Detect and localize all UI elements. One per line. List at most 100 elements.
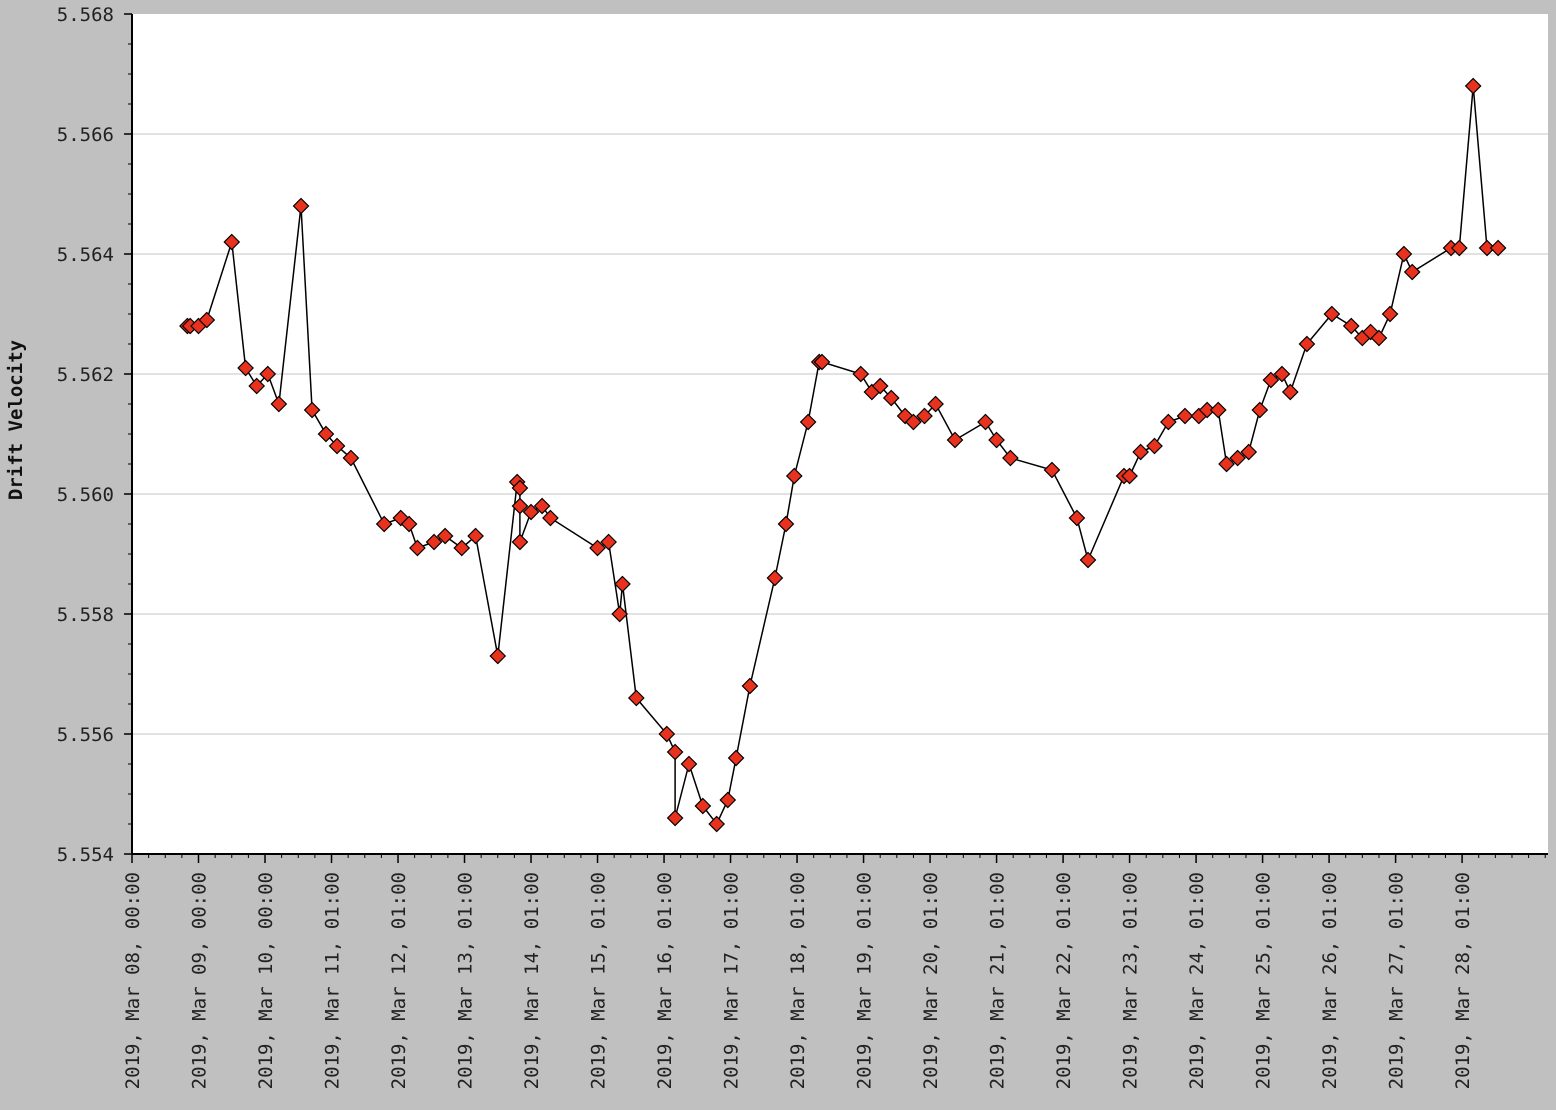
data-point bbox=[1229, 449, 1246, 467]
data-point bbox=[467, 527, 484, 545]
data-point bbox=[522, 503, 540, 521]
x-tick-label: 2019, Mar 20, 01:00 bbox=[920, 872, 942, 1089]
data-point bbox=[1218, 455, 1235, 473]
data-point bbox=[248, 377, 266, 395]
data-point bbox=[1464, 77, 1482, 95]
data-point bbox=[270, 395, 288, 413]
data-point bbox=[317, 425, 335, 443]
y-axis: 5.554 5.556 5.558 5.560 5.562 5.564 5.566 5.568 bbox=[57, 4, 133, 866]
data-point bbox=[766, 569, 784, 587]
x-tick-label: 2019, Mar 10, 00:00 bbox=[255, 872, 277, 1089]
data-point bbox=[453, 539, 471, 557]
data-point bbox=[916, 407, 933, 425]
data-point bbox=[1160, 413, 1177, 431]
data-point bbox=[409, 539, 426, 557]
x-tick-label: 2019, Mar 15, 01:00 bbox=[588, 872, 610, 1089]
data-point bbox=[400, 515, 418, 533]
data-point bbox=[511, 497, 529, 515]
data-point bbox=[905, 413, 922, 431]
y-tick-label: 5.556 bbox=[57, 724, 114, 746]
data-point bbox=[600, 533, 617, 551]
data-point bbox=[1240, 443, 1258, 461]
data-point bbox=[375, 515, 393, 533]
data-point bbox=[1281, 383, 1299, 401]
data-point bbox=[533, 497, 551, 515]
gridlines bbox=[132, 133, 1548, 735]
data-point bbox=[727, 749, 745, 767]
x-tick-label: 2019, Mar 16, 01:00 bbox=[654, 872, 676, 1089]
data-point bbox=[589, 539, 606, 557]
data-point bbox=[542, 509, 559, 527]
data-point bbox=[627, 689, 645, 707]
x-tick-label: 2019, Mar 23, 01:00 bbox=[1120, 872, 1142, 1089]
x-tick-label: 2019, Mar 26, 01:00 bbox=[1319, 872, 1341, 1089]
x-tick-label: 2019, Mar 28, 01:00 bbox=[1452, 872, 1474, 1089]
data-point bbox=[1121, 467, 1138, 485]
data-point bbox=[799, 413, 817, 431]
data-point bbox=[694, 797, 712, 815]
y-tick-label: 5.562 bbox=[57, 364, 114, 386]
data-point bbox=[658, 725, 676, 743]
data-point bbox=[719, 791, 737, 809]
data-point bbox=[489, 647, 507, 665]
data-point bbox=[741, 677, 759, 695]
data-point bbox=[1132, 443, 1150, 461]
data-point bbox=[852, 365, 870, 383]
data-point bbox=[611, 605, 629, 623]
data-point bbox=[1146, 437, 1163, 455]
y-tick-label: 5.560 bbox=[57, 484, 114, 506]
y-tick-label: 5.568 bbox=[57, 4, 114, 26]
data-point bbox=[666, 743, 684, 761]
x-tick-label: 2019, Mar 22, 01:00 bbox=[1053, 872, 1075, 1089]
x-tick-label: 2019, Mar 14, 01:00 bbox=[521, 872, 543, 1089]
x-tick-label: 2019, Mar 11, 01:00 bbox=[322, 872, 344, 1089]
data-point bbox=[708, 815, 726, 833]
data-point bbox=[425, 533, 443, 551]
y-tick-label: 5.566 bbox=[57, 124, 114, 146]
data-point bbox=[1489, 239, 1507, 257]
data-point bbox=[666, 809, 684, 827]
data-point bbox=[328, 437, 346, 455]
x-tick-label: 2019, Mar 09, 00:00 bbox=[189, 872, 211, 1089]
data-point bbox=[813, 353, 831, 371]
x-tick-label: 2019, Mar 17, 01:00 bbox=[721, 872, 743, 1089]
y-tick-label: 5.558 bbox=[57, 604, 114, 626]
data-point bbox=[1450, 239, 1468, 257]
data-point bbox=[223, 233, 241, 251]
data-point bbox=[237, 359, 254, 377]
x-tick-label: 2019, Mar 19, 01:00 bbox=[854, 872, 876, 1089]
x-tick-label: 2019, Mar 25, 01:00 bbox=[1253, 872, 1275, 1089]
data-point bbox=[259, 365, 277, 383]
data-point bbox=[1381, 305, 1399, 323]
data-point bbox=[1176, 407, 1194, 425]
data-point bbox=[946, 431, 964, 449]
x-tick-label: 2019, Mar 27, 01:00 bbox=[1386, 872, 1408, 1089]
series-drift-velocity bbox=[179, 77, 1507, 833]
data-point bbox=[777, 515, 795, 533]
data-point bbox=[785, 467, 803, 485]
data-point bbox=[342, 449, 360, 467]
data-point bbox=[1209, 401, 1227, 419]
data-point bbox=[1251, 401, 1269, 419]
data-point bbox=[1198, 401, 1216, 419]
data-point bbox=[511, 479, 529, 497]
data-point bbox=[1079, 551, 1097, 569]
data-point bbox=[614, 575, 631, 593]
x-tick-label: 2019, Mar 18, 01:00 bbox=[787, 872, 809, 1089]
data-point bbox=[1068, 509, 1086, 527]
x-tick-label: 2019, Mar 12, 01:00 bbox=[388, 872, 410, 1089]
data-point bbox=[977, 413, 994, 431]
data-point bbox=[1273, 365, 1291, 383]
x-tick-label: 2019, Mar 08, 00:00 bbox=[122, 872, 144, 1089]
data-point bbox=[1395, 245, 1413, 263]
x-axis: 2019, Mar 08, 00:00 2019, Mar 09, 00:00 20… bbox=[122, 853, 1548, 1089]
data-point bbox=[1298, 335, 1316, 353]
data-point bbox=[1262, 371, 1280, 389]
data-point bbox=[927, 395, 944, 413]
data-point bbox=[436, 527, 454, 545]
data-point bbox=[1342, 317, 1360, 335]
data-point bbox=[1323, 305, 1341, 323]
data-point bbox=[303, 401, 321, 419]
